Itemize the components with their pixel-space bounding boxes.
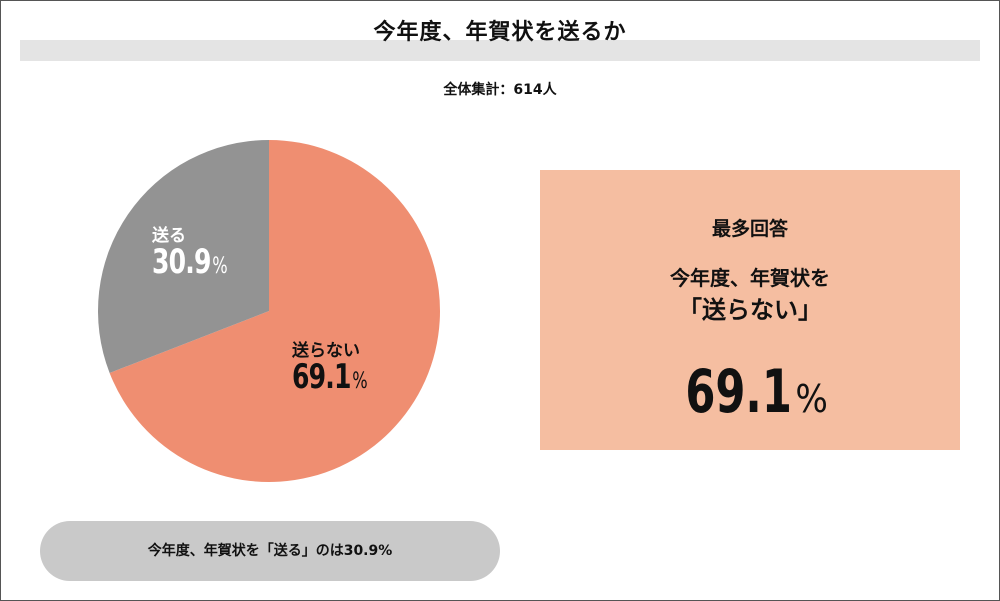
slice-label-not-send: 送らない 69.1%	[292, 341, 383, 397]
summary-line-2: 「送らない」	[678, 296, 822, 324]
chart-title: 今年度、年賀状を送るか	[373, 20, 627, 45]
slice-value-not-send: 69.1%	[292, 357, 368, 397]
chart-subtitle: 全体集計：614人	[443, 82, 557, 98]
note-pill: 今年度、年賀状を「送る」のは30.9%	[40, 521, 500, 581]
summary-value: 69.1%	[685, 357, 828, 427]
slice-name-not-send: 送らない	[292, 341, 360, 361]
slice-value-send: 30.9%	[152, 242, 228, 282]
slice-label-send: 送る 30.9%	[152, 226, 243, 282]
pie-slice-send	[97, 140, 269, 373]
title-band	[20, 40, 980, 61]
pie-slice-not-send	[109, 140, 440, 482]
summary-heading: 最多回答	[711, 218, 788, 240]
summary-line-1: 今年度、年賀状を	[670, 266, 830, 290]
summary-box: 最多回答 今年度、年賀状を 「送らない」 69.1%	[540, 170, 960, 450]
slice-name-send: 送る	[152, 226, 186, 246]
